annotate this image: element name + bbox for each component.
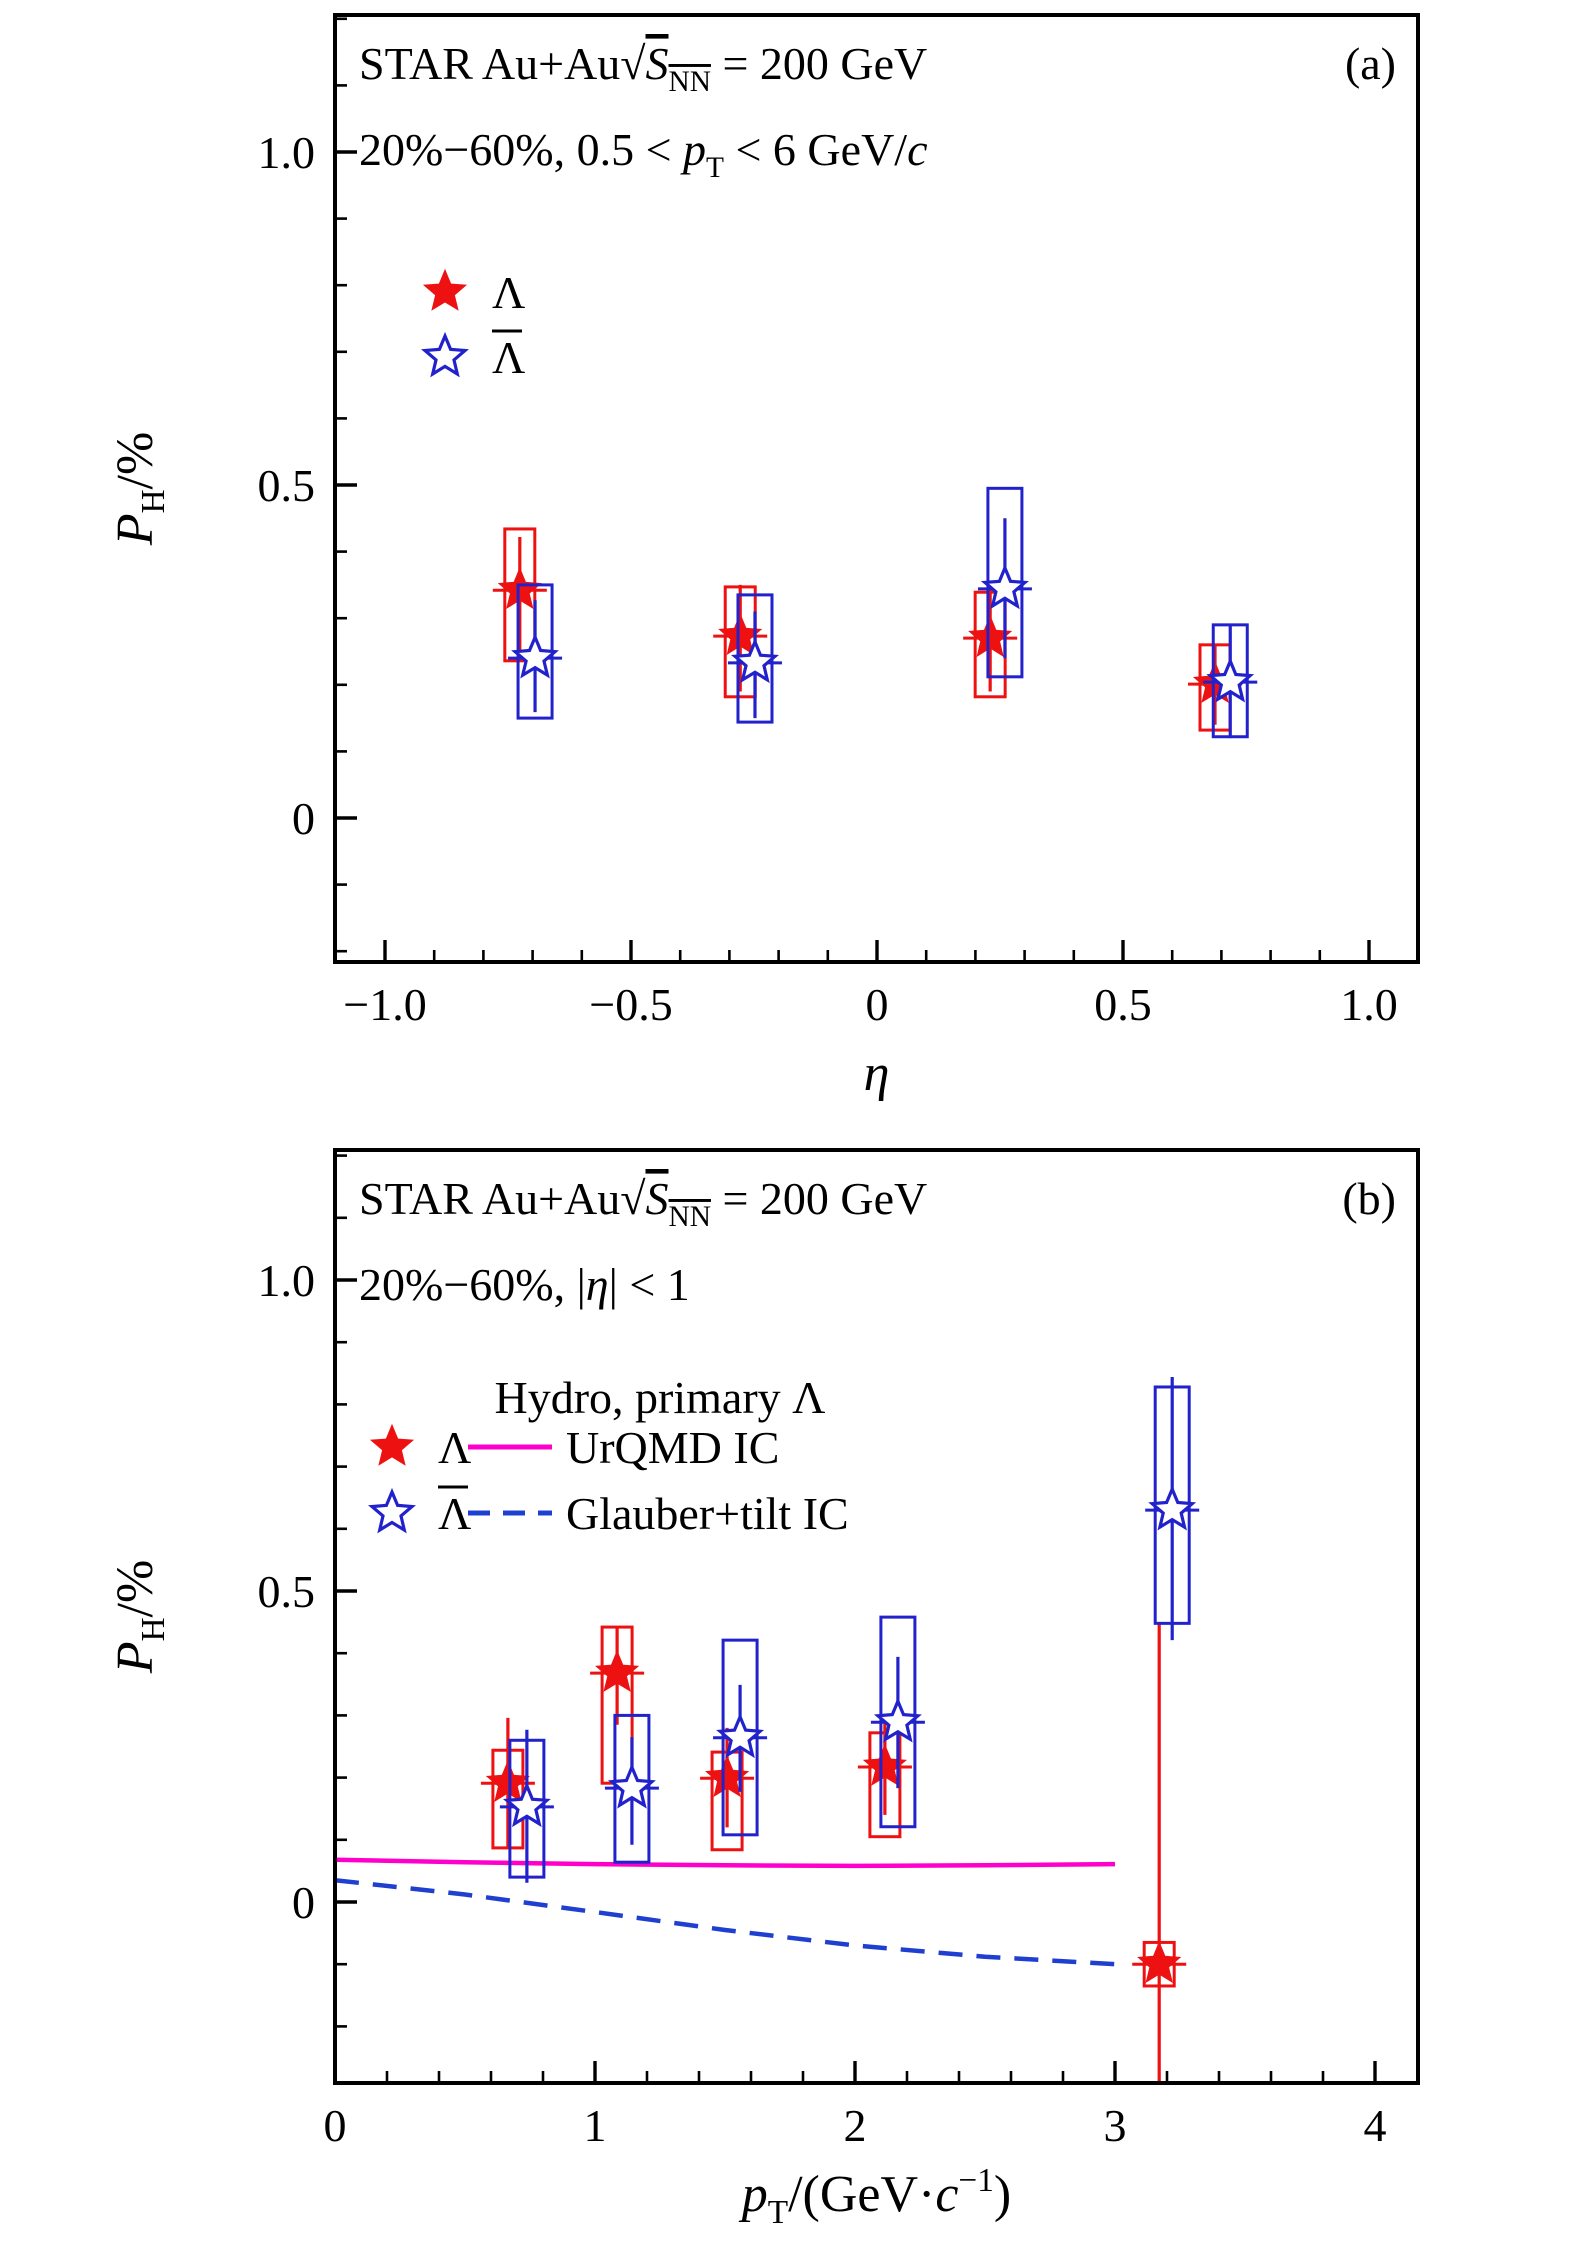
filled-star-marker <box>1137 1941 1182 1983</box>
panel-letter: (a) <box>1345 38 1396 89</box>
y-tick-label: 0 <box>292 1877 315 1928</box>
open-star-marker <box>1148 1484 1197 1531</box>
open-star-marker <box>502 1781 551 1828</box>
filled-star-marker <box>485 1760 530 1803</box>
sys-error-box <box>503 527 537 663</box>
x-tick-label: 3 <box>1104 2100 1127 2151</box>
legend-header: Hydro, primary Λ <box>494 1372 825 1423</box>
legend-label-antilambda: Λ <box>492 332 525 383</box>
x-tick-label: 4 <box>1364 2100 1387 2151</box>
curve-glauber-tilt-ic <box>335 1877 1116 1967</box>
y-tick-label: 0.5 <box>258 1566 316 1617</box>
panel-subtitle: 20%−60%, |η| < 1 <box>359 1259 690 1310</box>
x-axis-title: pT/(GeV·c−1) <box>738 2162 1011 2231</box>
y-tick-label: 1.0 <box>258 127 316 178</box>
y-axis-title: PH/% <box>107 432 172 547</box>
open-star-marker <box>873 1697 922 1743</box>
x-axis-title: η <box>864 1045 890 1102</box>
filled-star-marker <box>369 1423 415 1466</box>
y-tick-label: 0 <box>292 793 315 844</box>
legend-label-lambda: Λ <box>492 267 525 318</box>
data-area-b <box>335 1377 1200 2083</box>
y-axis-title: PH/% <box>107 1560 172 1675</box>
legend-label-lambda: Λ <box>438 1422 471 1473</box>
open-star-marker <box>1206 656 1255 703</box>
series-antilambda <box>508 486 1258 739</box>
x-tick-label: 0.5 <box>1094 979 1152 1030</box>
filled-star-marker <box>497 567 542 609</box>
series-lambda <box>492 527 1243 732</box>
panel-title: STAR Au+Au√SNN = 200 GeV <box>359 38 927 98</box>
open-star-marker <box>368 1487 416 1534</box>
panel-b: 0 1 2 3 4 0 0.5 1.0 STAR Au+Au√SNN = 200 GeV 20%−… <box>107 1148 1420 2231</box>
plot-frame <box>333 1148 1420 2085</box>
open-star-marker <box>421 331 469 378</box>
open-star-marker <box>980 563 1029 610</box>
filled-star-marker <box>422 268 468 311</box>
x-tick-label: −0.5 <box>589 979 672 1030</box>
legend-label-curve: Glauber+tilt IC <box>566 1488 849 1539</box>
x-tick-label: 2 <box>844 2100 867 2151</box>
x-tick-label: 1.0 <box>1340 979 1398 1030</box>
x-tick-label: −1.0 <box>343 979 426 1030</box>
open-star-marker <box>731 637 779 684</box>
panel-subtitle: 20%−60%, 0.5 < pT < 6 GeV/c <box>359 124 928 184</box>
panel-a: −1.0 −0.5 0 0.5 1.0 0 0.5 1.0 STAR Au+Au√SNN = 2… <box>107 13 1420 1102</box>
y-tick-label: 1.0 <box>258 1255 316 1306</box>
panel-title: STAR Au+Au√SNN = 200 GeV <box>359 1173 927 1233</box>
data-area-a <box>492 486 1258 739</box>
x-tick-label: 1 <box>584 2100 607 2151</box>
legend-label-antilambda: Λ <box>438 1488 471 1539</box>
panel-letter: (b) <box>1342 1173 1396 1224</box>
x-tick-label: 0 <box>866 979 889 1030</box>
filled-star-marker <box>968 615 1013 658</box>
open-star-marker <box>716 1712 765 1759</box>
y-tick-label: 0.5 <box>258 460 316 511</box>
series-antilambda <box>499 1377 1200 1883</box>
filled-star-marker <box>595 1649 640 1692</box>
legend-label-curve: UrQMD IC <box>566 1422 779 1473</box>
curve-urqmd-ic <box>335 1857 1116 1869</box>
open-star-marker <box>607 1763 656 1809</box>
x-tick-label: 0 <box>324 2100 347 2151</box>
open-star-marker <box>511 633 559 679</box>
